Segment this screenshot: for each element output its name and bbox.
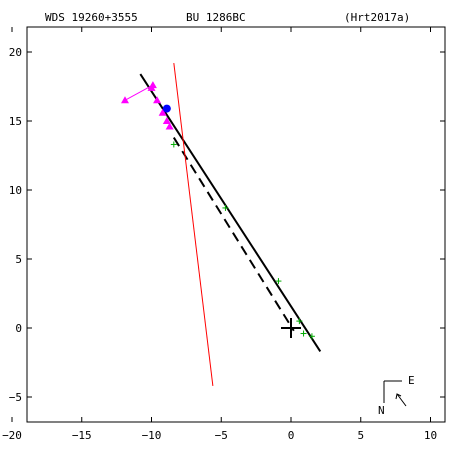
speckle-point bbox=[147, 83, 156, 91]
compass-east-label: E bbox=[408, 374, 415, 387]
speckle-point bbox=[162, 117, 171, 124]
plot-points bbox=[120, 81, 315, 340]
x-tick-label: 0 bbox=[288, 429, 295, 442]
observation-point bbox=[275, 278, 282, 285]
plot-lines bbox=[124, 62, 322, 387]
orbit-line bbox=[139, 73, 322, 353]
x-tick-label: −10 bbox=[142, 429, 162, 442]
observation-point bbox=[308, 333, 315, 340]
y-tick-label: 0 bbox=[15, 322, 22, 335]
y-tick-label: 20 bbox=[9, 46, 22, 59]
speckle-point bbox=[158, 108, 167, 116]
observation-point bbox=[170, 141, 177, 148]
speckle-point bbox=[153, 96, 162, 104]
observation-point bbox=[296, 318, 303, 325]
x-tick-label: −15 bbox=[72, 429, 92, 442]
motion-arrow bbox=[396, 393, 407, 407]
speckle-point bbox=[165, 122, 174, 130]
observation-point bbox=[222, 204, 229, 211]
observation-point bbox=[300, 330, 307, 337]
x-tick-label: −20 bbox=[2, 429, 22, 442]
y-tick-label: 15 bbox=[9, 115, 22, 128]
apsidal-line bbox=[172, 137, 295, 332]
x-tick-label: −5 bbox=[215, 429, 228, 442]
axis-tick-labels: −20 −15 −10 −5 0 5 10 20 15 10 5 0 −5 bbox=[2, 46, 437, 442]
motion-arrow-head bbox=[395, 393, 402, 400]
header-wds-id: WDS 19260+3555 bbox=[45, 11, 138, 24]
node-line bbox=[173, 62, 214, 387]
compass-north-label: N bbox=[378, 404, 385, 417]
y-tick-label: −5 bbox=[9, 391, 22, 404]
compass: E N bbox=[378, 374, 415, 417]
latest-point bbox=[162, 104, 171, 113]
axis-ticks bbox=[11, 27, 445, 422]
plot-frame bbox=[26, 26, 446, 423]
y-tick-label: 10 bbox=[9, 184, 22, 197]
header-star-name: BU 1286BC bbox=[186, 11, 246, 24]
x-tick-label: 5 bbox=[357, 429, 364, 442]
speckle-point bbox=[120, 96, 129, 104]
x-tick-label: 10 bbox=[424, 429, 437, 442]
y-tick-label: 5 bbox=[15, 253, 22, 266]
header-reference: (Hrt2017a) bbox=[344, 11, 410, 24]
speckle-residual bbox=[124, 84, 154, 101]
